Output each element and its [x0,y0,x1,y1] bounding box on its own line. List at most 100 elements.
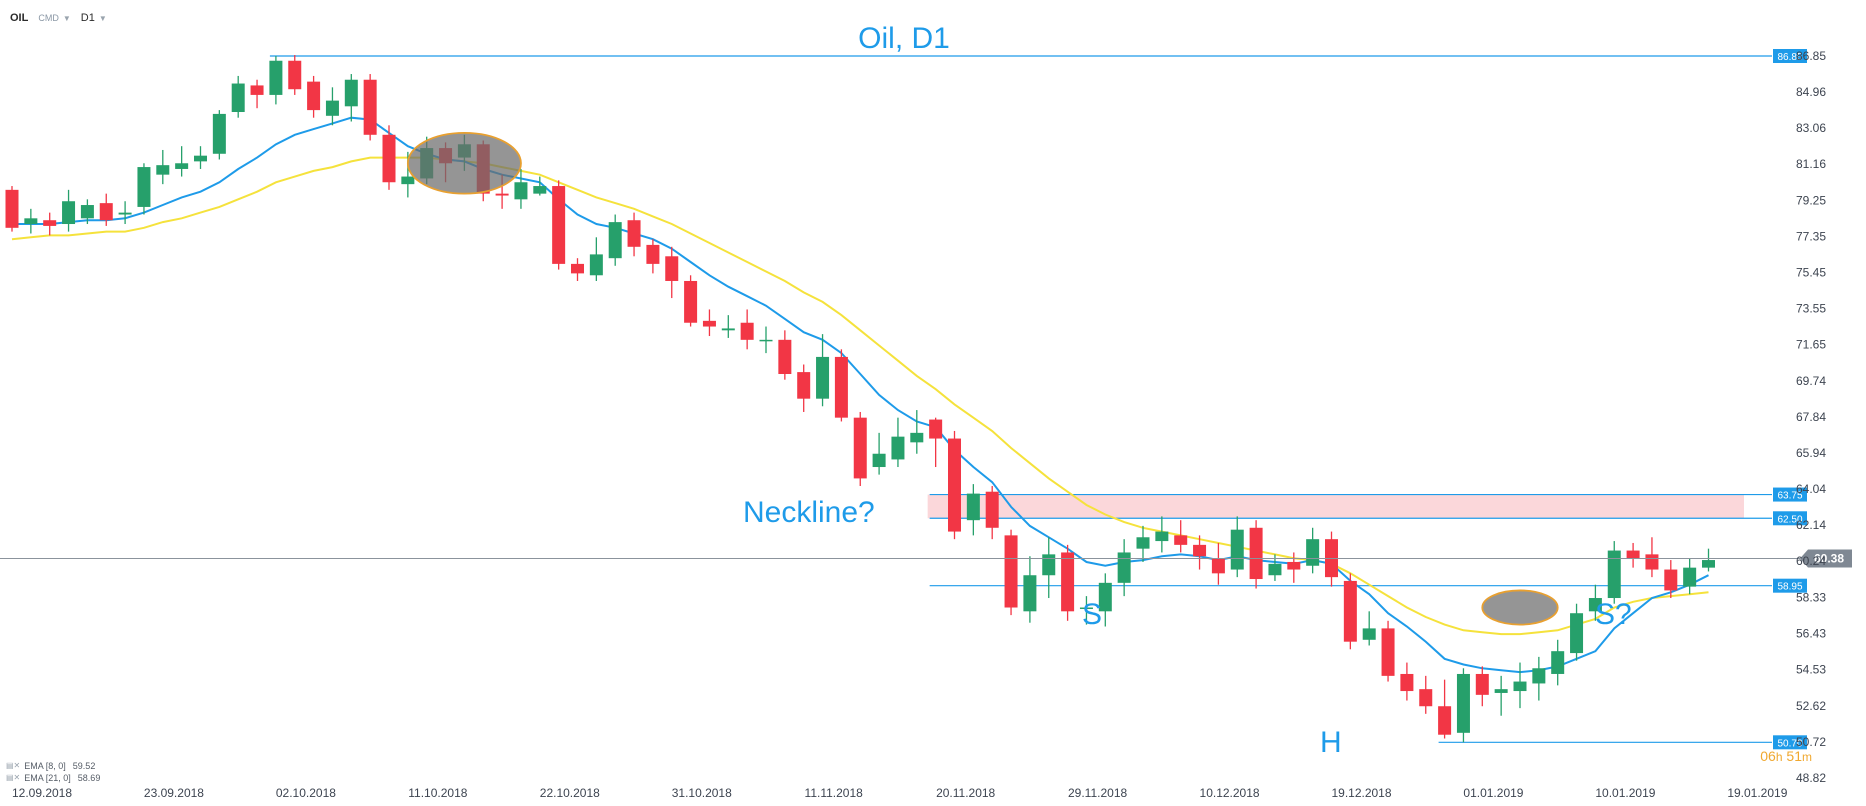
level-price-label: 63.75 [1777,491,1802,502]
candle-up [872,432,886,475]
level-price-label: 50.70 [1777,738,1802,749]
candle-down [1193,535,1207,570]
candle-body [363,79,377,135]
y-tick-label: 52.62 [1796,699,1826,713]
legend-item-ema-slow[interactable]: ▤✕ EMA [21, 0] 58.69 [6,772,100,784]
candle-down [1381,620,1395,682]
y-tick-label: 48.82 [1796,771,1826,785]
symbol-selector[interactable]: OIL [10,12,29,24]
settings-close-icon[interactable]: ▤✕ [6,761,21,770]
legend-value: 59.52 [72,761,96,771]
x-tick-label: 23.09.2018 [144,786,204,800]
candle-down [43,212,57,236]
candle-down [571,258,584,281]
candle-up [1362,611,1376,646]
candle-up [1551,639,1565,686]
candle-body [1306,539,1320,566]
x-tick-label: 02.10.2018 [276,786,336,800]
neckline-label: Neckline? [743,496,875,529]
candle-body [1343,580,1357,642]
candle-body [1268,563,1282,576]
candle-body [288,60,302,90]
y-tick-label: 79.25 [1796,193,1826,207]
candle-body [495,193,509,196]
candle-body [5,189,19,228]
candle-body [401,176,415,185]
y-tick-label: 75.45 [1796,265,1826,279]
candle-up [1683,558,1697,595]
x-tick-label: 20.11.2018 [936,786,995,800]
candle-body [891,436,905,460]
candle-body [646,244,660,264]
candle-body [1211,558,1225,574]
candle-down [985,486,999,540]
candle-up [1023,556,1037,623]
candle-body [1023,575,1037,612]
x-tick-label: 22.10.2018 [540,786,600,800]
candle-body [759,339,773,342]
candle-up [1306,527,1320,574]
candle-body [929,419,943,439]
candle-body [872,453,886,468]
candle-body [514,182,528,200]
candle-body [137,167,151,207]
candle-body [1193,544,1207,557]
x-tick-label: 29.11.2018 [1068,786,1127,800]
candle-up [891,417,905,468]
chevron-down-icon[interactable]: ▼ [98,13,107,23]
candle-down [1645,537,1659,578]
chevron-down-icon[interactable]: ▼ [62,13,71,23]
candle-up [966,484,980,536]
candle-down [740,309,754,350]
candle-up [1042,537,1056,599]
candle-body [24,218,38,225]
candle-up [80,199,94,225]
candle-body [948,438,961,532]
candle-body [1174,535,1188,545]
candle-body [1607,550,1621,599]
current-price-line: 60.38 [0,549,1852,568]
settings-close-icon[interactable]: ▤✕ [6,773,21,782]
candle-body [552,186,566,264]
y-tick-label: 65.94 [1796,446,1826,460]
candle-body [778,339,792,374]
legend-item-ema-fast[interactable]: ▤✕ EMA [8, 0] 59.52 [6,760,100,772]
candle-body [1381,628,1395,676]
level-price-tag [1773,511,1807,526]
timer-hours: 06 [1760,748,1776,764]
candle-up [1570,603,1584,661]
candle-body [1117,552,1131,583]
candle-up [1230,516,1244,578]
candle-body [966,493,980,521]
candle-down [363,74,377,141]
candle-up [1136,525,1150,562]
candle-body [1362,628,1376,640]
candle-up [231,75,245,118]
candle-body [250,85,264,95]
x-tick-label: 19.12.2018 [1331,786,1391,800]
candle-up [589,237,603,281]
candle-up [344,74,358,122]
timeframe-selector[interactable]: D1 [80,12,95,24]
candle-down [99,193,113,226]
candle-body [269,60,283,95]
candle-down [382,125,396,190]
y-tick-label: 73.55 [1796,302,1826,316]
candle-down [1438,679,1452,739]
candle-body [608,222,622,259]
candle-down [1664,560,1678,599]
candle-body [1532,668,1546,684]
ema-fast-line [12,116,1709,674]
candle-body [1136,537,1150,549]
x-tick-label: 19.01.2019 [1727,786,1787,800]
candle-up [118,201,132,225]
candle-body [1570,613,1584,654]
candle-up [759,326,773,354]
candle-up [1532,656,1546,701]
y-tick-label: 86.85 [1796,49,1826,63]
candle-body [665,256,679,281]
candle-down [1211,542,1225,585]
legend-label: EMA [8, 0] [24,761,66,771]
right-shoulder-label: S? [1595,598,1632,631]
